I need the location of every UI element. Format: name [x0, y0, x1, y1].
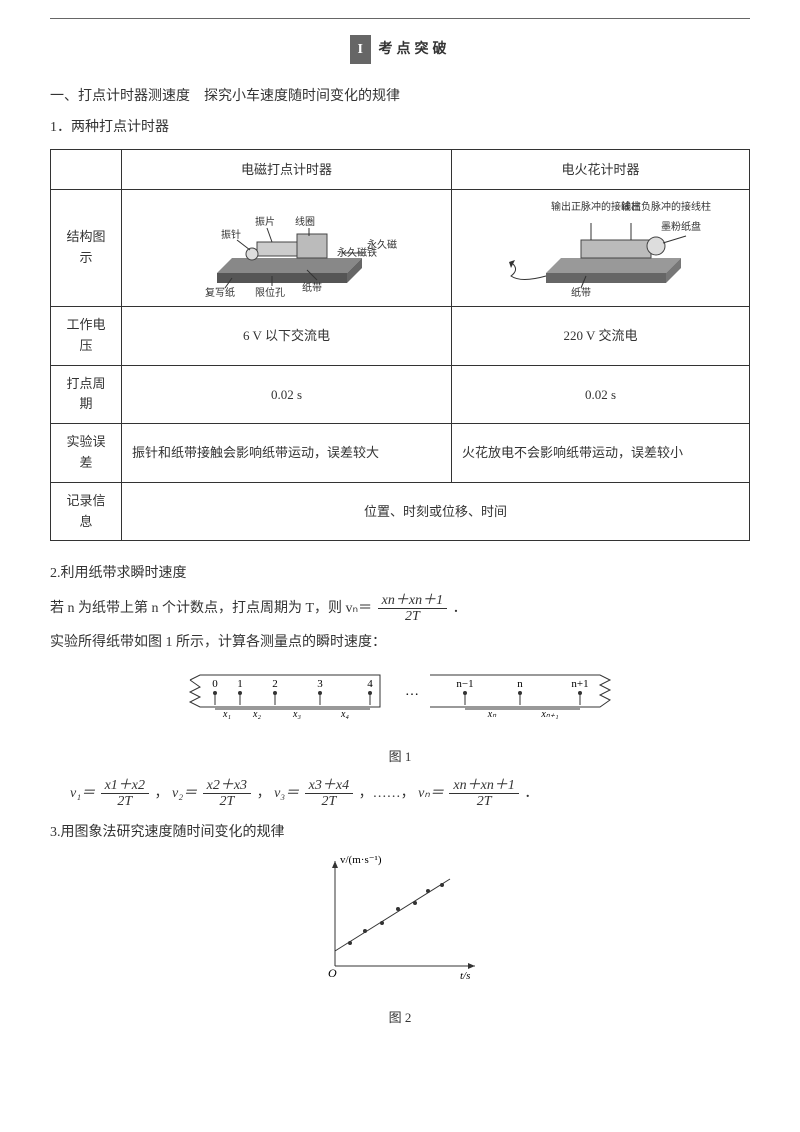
svg-text:x₃: x₃	[292, 709, 301, 720]
svg-text:xₙ: xₙ	[487, 709, 497, 720]
velocity-time-graph: O v/(m·s⁻¹) t/s	[50, 851, 750, 1000]
label-coil: 线圈	[295, 215, 315, 228]
row-volt-label: 工作电压	[51, 306, 122, 365]
svg-text:xₙ₊₁: xₙ₊₁	[540, 709, 558, 720]
origin-label: O	[328, 966, 337, 980]
table-row: 电磁打点计时器 电火花计时器	[51, 149, 750, 189]
table-row: 打点周期 0.02 s 0.02 s	[51, 365, 750, 424]
record-val: 位置、时刻或位移、时间	[122, 482, 750, 541]
comparison-table: 电磁打点计时器 电火花计时器 结构图示 线圈 振	[50, 149, 750, 542]
svg-text:2: 2	[272, 678, 278, 690]
label-fuxie: 复写纸	[205, 286, 235, 298]
row-record-label: 记录信息	[51, 482, 122, 541]
heading-1: 一、打点计时器测速度 探究小车速度随时间变化的规律	[50, 84, 750, 109]
velocity-formulas: v₁＝ x1＋x22T ， v₂＝ x2＋x32T ， v₃＝ x3＋x42T …	[70, 778, 750, 810]
electromagnetic-timer-diagram: 线圈 振片 振针 永久磁铁 纸带 复写纸 限位孔 永久磁铁	[177, 198, 397, 298]
label-zhidai: 纸带	[302, 281, 322, 294]
table-row: 工作电压 6 V 以下交流电 220 V 交流电	[51, 306, 750, 365]
label-citi: 永久磁铁	[337, 246, 377, 259]
ylabel: v/(m·s⁻¹)	[340, 854, 382, 866]
sec2-title: 2.利用纸带求瞬时速度	[50, 561, 750, 586]
svg-text:4: 4	[367, 678, 373, 690]
diagram-cell-2: 输出正脉冲的接线柱 输出负脉冲的接线柱 墨粉纸盘 纸带	[452, 189, 750, 306]
banner-title: 考点突破	[378, 42, 450, 57]
tape-figure: 0 1 2 3 4 x₁ x₂ x₃ x₄ … n−	[50, 665, 750, 734]
error-1: 振针和纸带接触会影响纸带运动，误差较大	[122, 424, 452, 483]
col-header-2: 电火花计时器	[452, 149, 750, 189]
fraction: xn＋xn＋1 2T	[378, 593, 447, 625]
label-zhenpian: 振片	[255, 215, 275, 228]
table-row: 结构图示 线圈 振片 振针	[51, 189, 750, 306]
svg-text:x₁: x₁	[222, 709, 231, 720]
volt-1: 6 V 以下交流电	[122, 306, 452, 365]
svg-text:x₂: x₂	[252, 709, 261, 720]
banner: I 考点突破	[50, 35, 750, 64]
label-neg-pulse: 输出负脉冲的接线柱	[621, 200, 711, 213]
sec2-text-b: ．	[453, 601, 467, 616]
label-xianwei: 限位孔	[255, 286, 285, 298]
volt-2: 220 V 交流电	[452, 306, 750, 365]
label-zhenzhen: 振针	[221, 228, 241, 241]
frac-den: 2T	[378, 609, 447, 624]
table-row: 实验误差 振针和纸带接触会影响纸带运动，误差较大 火花放电不会影响纸带运动，误差…	[51, 424, 750, 483]
fig2-caption: 图 2	[50, 1006, 750, 1029]
sec2-text-a: 若 n 为纸带上第 n 个计数点，打点周期为 T，则 vₙ＝	[50, 601, 372, 616]
period-2: 0.02 s	[452, 365, 750, 424]
row-period-label: 打点周期	[51, 365, 122, 424]
sec3-title: 3.用图象法研究速度随时间变化的规律	[50, 820, 750, 845]
frac-num: xn＋xn＋1	[378, 593, 447, 609]
svg-text:n: n	[517, 678, 523, 690]
banner-roman: I	[350, 35, 371, 64]
row-error-label: 实验误差	[51, 424, 122, 483]
spark-timer-diagram: 输出正脉冲的接线柱 输出负脉冲的接线柱 墨粉纸盘 纸带	[491, 198, 711, 298]
row-struct-label: 结构图示	[51, 189, 122, 306]
svg-text:0: 0	[212, 678, 218, 690]
col-header-1: 电磁打点计时器	[122, 149, 452, 189]
svg-text:3: 3	[317, 678, 323, 690]
svg-text:n+1: n+1	[571, 678, 588, 690]
svg-text:x₄: x₄	[340, 709, 349, 720]
heading-2: 1．两种打点计时器	[50, 115, 750, 140]
header-blank	[51, 149, 122, 189]
label-zhidai2: 纸带	[571, 286, 591, 298]
xlabel: t/s	[460, 970, 470, 982]
label-mofen: 墨粉纸盘	[661, 220, 701, 233]
diagram-cell-1: 线圈 振片 振针 永久磁铁 纸带 复写纸 限位孔 永久磁铁	[122, 189, 452, 306]
error-2: 火花放电不会影响纸带运动，误差较小	[452, 424, 750, 483]
fig1-caption: 图 1	[50, 745, 750, 768]
sec2-formula-line: 若 n 为纸带上第 n 个计数点，打点周期为 T，则 vₙ＝ xn＋xn＋1 2…	[50, 593, 750, 625]
svg-text:…: …	[405, 684, 419, 699]
sec2-text-c: 实验所得纸带如图 1 所示，计算各测量点的瞬时速度：	[50, 630, 750, 655]
svg-text:n−1: n−1	[456, 678, 473, 690]
svg-text:1: 1	[237, 678, 243, 690]
period-1: 0.02 s	[122, 365, 452, 424]
table-row: 记录信息 位置、时刻或位移、时间	[51, 482, 750, 541]
